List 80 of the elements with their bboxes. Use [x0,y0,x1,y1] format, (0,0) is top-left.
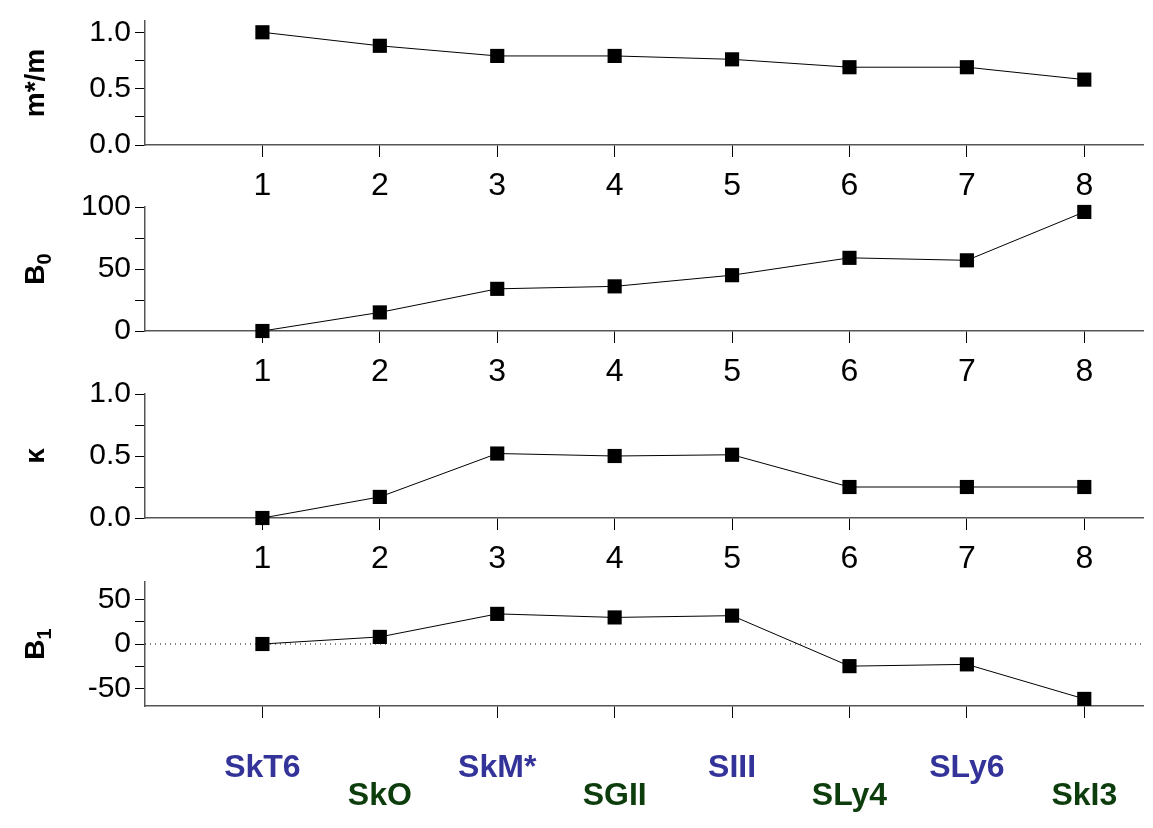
x-tick-label: 6 [840,352,859,389]
y-axis-title: κ [19,447,50,464]
x-tick-label: 7 [957,166,976,203]
x-tick-label: 4 [605,352,624,389]
point [959,479,974,495]
y-axis-title: B1 [19,628,55,660]
x-tick-label: 6 [840,166,859,203]
point [372,305,387,320]
point [607,448,622,464]
text: SkI3 [1051,775,1118,812]
text: SLy4 [811,775,888,812]
point [959,253,974,268]
point [490,281,505,296]
y-tick-label: 50 [97,250,131,284]
y-tick-label: 0.0 [89,126,131,160]
point [724,447,740,462]
point [842,60,857,75]
y-tick-label: 0.0 [89,499,131,533]
x-tick-label: 2 [370,166,389,203]
text: SIII [708,747,757,784]
point [255,25,270,40]
y-axis-title: B0 [19,253,55,285]
x-tick-label: 8 [1075,166,1094,203]
text: SLy6 [929,747,1005,784]
point [607,610,622,625]
y-tick-label: 50 [97,580,131,614]
y-tick-label: 0 [114,312,131,346]
x-tick-label: 3 [488,352,507,389]
x-tick-label: 1 [253,352,272,389]
point [372,489,387,504]
point [255,323,270,339]
x-tick-label: 5 [723,352,741,389]
x-tick-label: 5 [723,539,741,576]
x-tick-label: 4 [605,539,624,576]
text: SGII [582,775,647,812]
text: SkM* [458,747,537,784]
point [372,629,387,644]
point [842,250,857,265]
x-tick-label: 4 [605,166,624,203]
x-tick-label: 3 [488,166,507,203]
point [959,657,974,672]
x-tick-label: 7 [957,539,976,576]
point [724,608,740,623]
point [842,659,857,674]
point [255,510,270,526]
point [1077,691,1092,706]
x-tick-label: 3 [488,539,507,576]
x-tick-label: 7 [957,352,976,389]
point [607,48,622,64]
x-tick-label: 1 [253,166,272,203]
point [607,279,622,294]
point [490,606,505,621]
y-tick-label: 100 [80,188,131,222]
point [724,52,740,67]
text: SkT6 [224,747,301,784]
x-tick-label: 8 [1075,352,1094,389]
point [372,38,387,53]
x-tick-label: 6 [840,539,859,576]
y-axis-title: m*/m [19,48,50,118]
y-tick-label: 0.5 [89,437,131,471]
point [1077,204,1092,220]
x-tick-label: 2 [370,352,389,389]
x-tick-label: 1 [253,539,272,576]
point [490,446,505,461]
point [724,268,740,283]
point [1077,72,1092,87]
point [490,48,505,64]
x-tick-label: 2 [370,539,389,576]
point [1077,479,1092,495]
y-tick-label: 0.5 [89,69,131,103]
point [842,479,857,495]
text: SkO [347,775,412,812]
x-tick-label: 8 [1075,539,1094,576]
point [255,636,270,652]
y-tick-label: 1.0 [89,13,131,47]
y-tick-label: 1.0 [89,375,131,409]
x-tick-label: 5 [723,166,741,203]
point [959,60,974,75]
y-tick-label: 0 [114,625,131,659]
y-tick-label: -50 [87,669,131,703]
